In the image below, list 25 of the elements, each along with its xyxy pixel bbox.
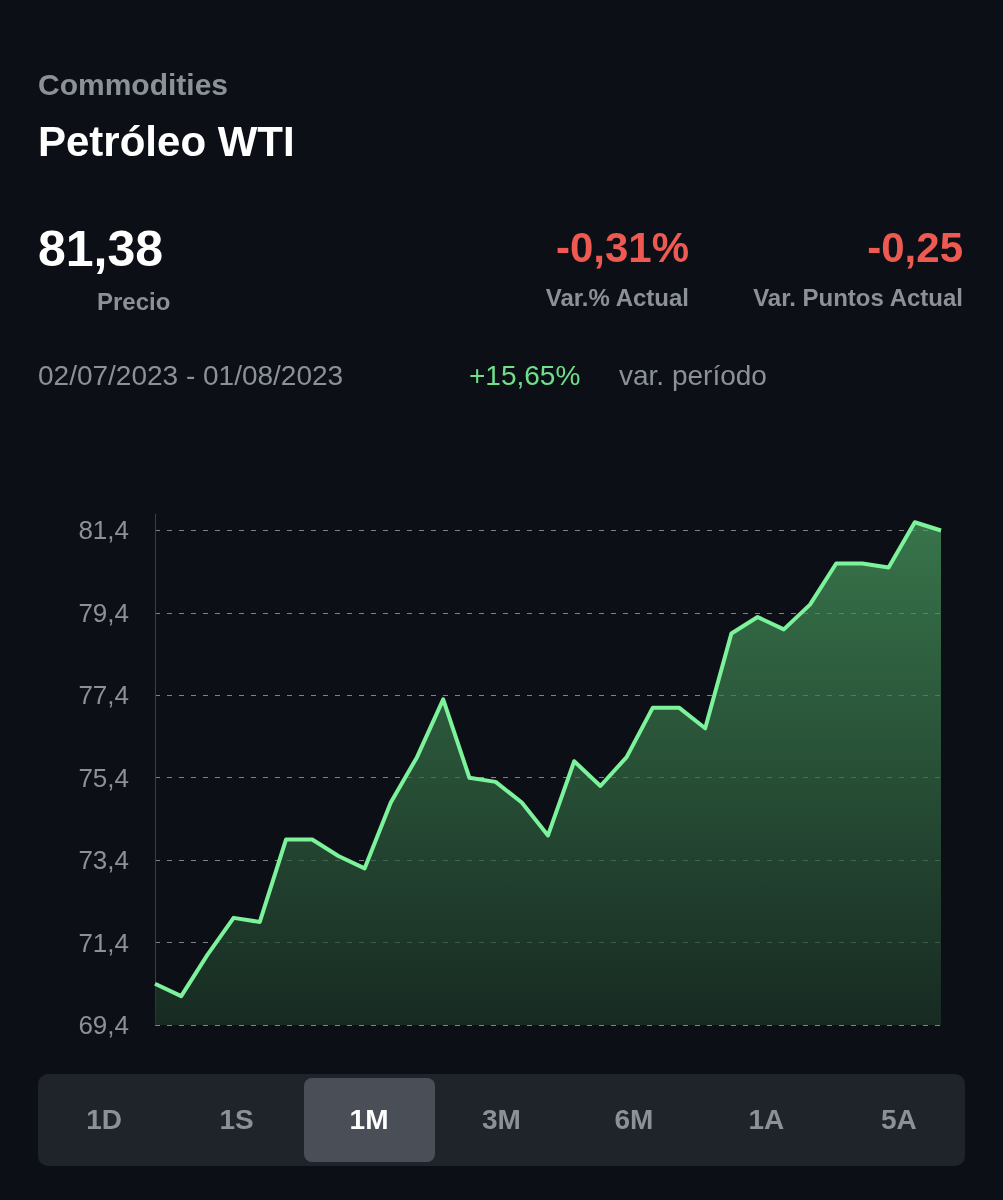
chart-title: Petróleo WTI [38,118,295,166]
chart-subtitle: Commodities [38,68,229,102]
text: 81,38 [38,220,164,278]
text: 02/07/2023 - 01/08/2023 [38,360,344,392]
text: 3M [481,1103,522,1137]
text: 1M [303,1078,435,1162]
text: +15,65% [469,360,581,392]
text: 1S [218,1103,255,1137]
y-tick-label: 69,4 [78,1010,129,1040]
y-tick-label: 81,4 [78,515,129,546]
text: 5A [879,1103,918,1137]
text: Var.% Actual [545,284,689,312]
text: 1A [747,1103,786,1137]
text: 1D [85,1103,124,1137]
y-tick-label: 79,4 [78,597,129,628]
y-tick-label: 77,4 [78,680,129,711]
y-tick-label: 75,4 [78,762,129,793]
text: -0,31% [555,224,689,272]
y-tick-label: 73,4 [78,845,129,876]
text: Var. Puntos Actual [753,284,963,312]
text: Precio [97,288,171,316]
text: -0,25 [867,224,963,272]
y-tick-label: 71,4 [78,927,129,958]
text: var. período [619,360,767,392]
text: 6M [613,1103,655,1137]
